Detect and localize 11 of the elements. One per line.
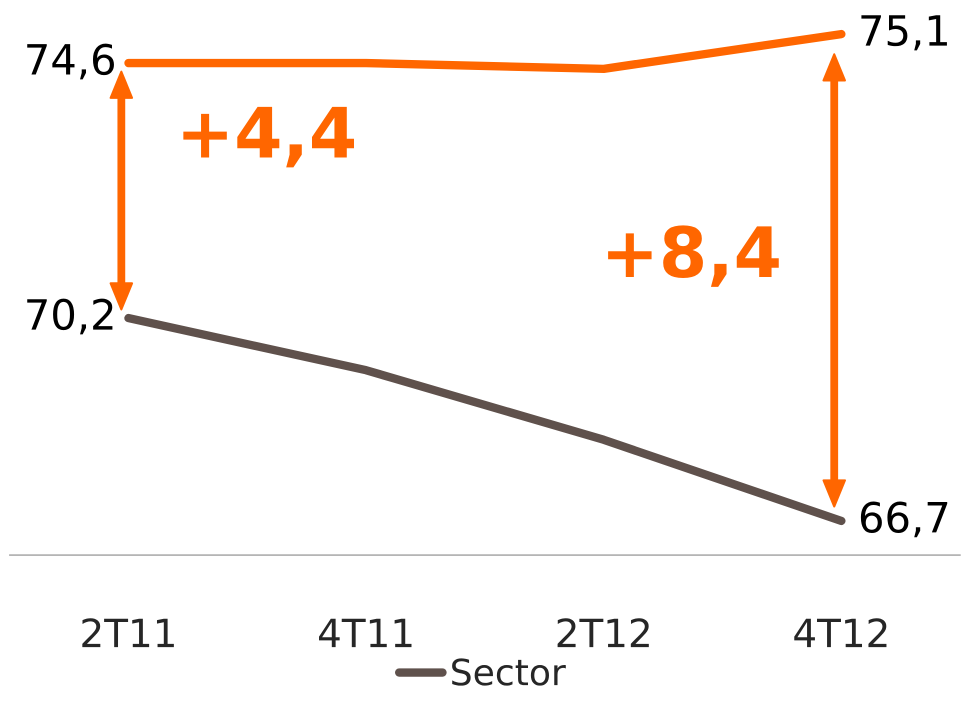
data-label: 66,7 [860,502,948,538]
annotation: +4,4 [183,106,354,168]
x-tick-label: 2T12 [558,618,649,648]
x-tick-label: 4T12 [794,618,886,648]
x-tick-label: 4T11 [319,618,412,648]
data-label: 70,2 [27,298,112,334]
legend-label: Sector [452,658,566,686]
data-label: 74,6 [27,44,114,80]
data-label: 75,1 [861,15,947,50]
x-tick-label: 2T11 [82,618,174,648]
annotation: +8,4 [608,225,779,287]
